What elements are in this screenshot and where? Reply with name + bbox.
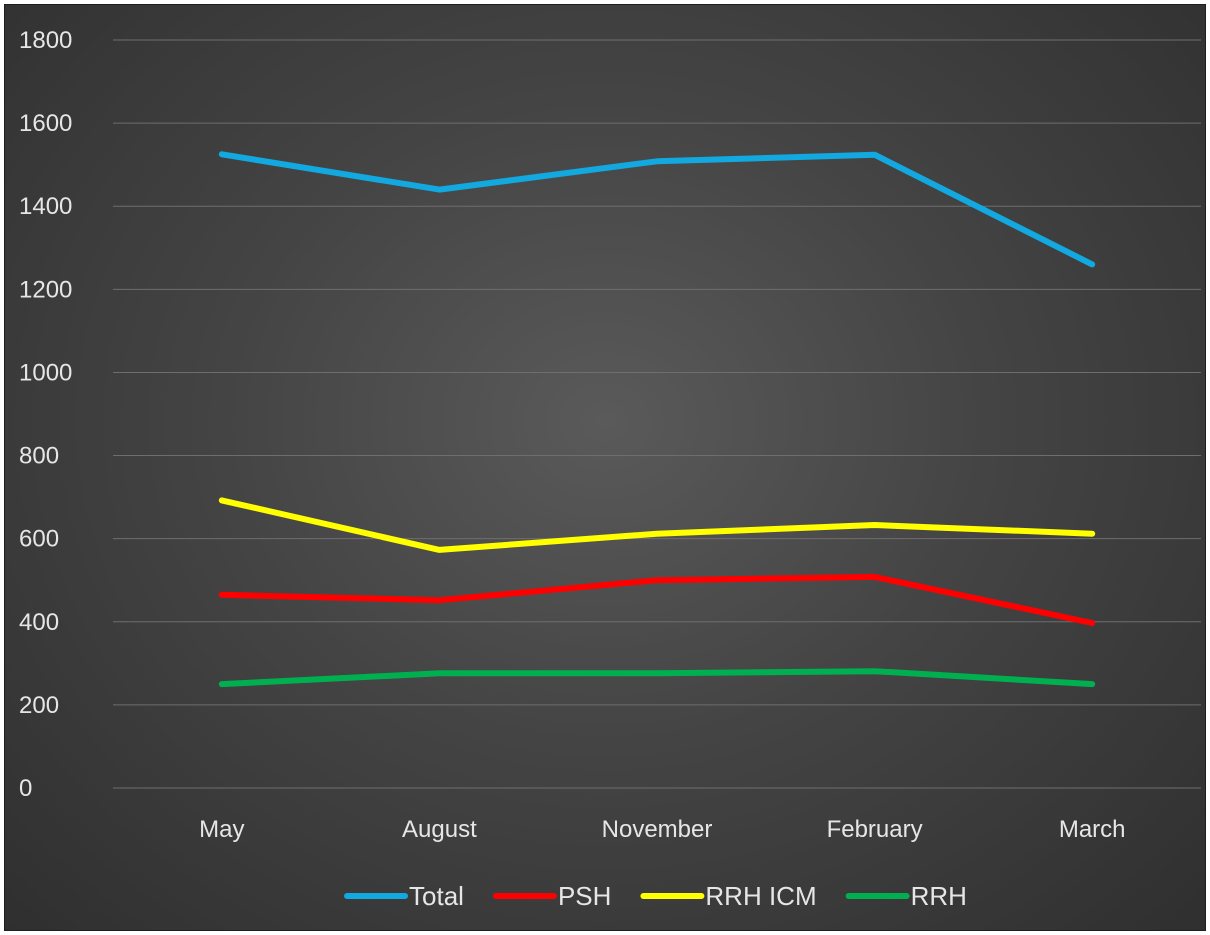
series-rrh — [218, 668, 1096, 688]
legend-item-rrh: RRH — [845, 881, 967, 911]
x-tick-label: May — [199, 816, 244, 843]
legend-item-total: Total — [344, 881, 464, 911]
x-tick-label: February — [827, 816, 923, 843]
y-axis-ticks: 0 200 400 600 800 1000 1200 1400 1600 1800 — [19, 27, 72, 802]
series-line — [218, 497, 1096, 553]
y-tick-label: 1600 — [19, 110, 72, 137]
y-tick-label: 0 — [19, 775, 32, 802]
y-tick-label: 1000 — [19, 359, 72, 386]
y-tick-label: 600 — [19, 526, 59, 553]
legend-label: PSH — [558, 881, 611, 911]
legend-label: Total — [409, 881, 464, 911]
chart-area: 0 200 400 600 800 1000 1200 1400 1600 1800 May Aug… — [4, 4, 1206, 931]
x-tick-label: November — [602, 816, 713, 843]
y-tick-label: 800 — [19, 443, 59, 470]
x-tick-label: March — [1059, 816, 1126, 843]
series-line — [218, 151, 1096, 268]
series-lines — [218, 151, 1096, 688]
legend-label: RRH ICM — [705, 881, 816, 911]
legend-item-psh: PSH — [492, 881, 611, 911]
legend-label: RRH — [911, 881, 967, 911]
y-tick-label: 1200 — [19, 276, 72, 303]
legend: Total PSH RRH ICM RRH — [344, 881, 967, 911]
y-tick-label: 200 — [19, 692, 59, 719]
series-psh — [218, 573, 1096, 626]
series-line — [218, 573, 1096, 626]
x-tick-label: August — [402, 816, 477, 843]
series-total — [218, 151, 1096, 268]
gridlines — [113, 39, 1201, 789]
x-axis-ticks: May August November February March — [199, 816, 1125, 843]
series-rrh-icm — [218, 497, 1096, 553]
line-chart: 0 200 400 600 800 1000 1200 1400 1600 1800 May Aug… — [19, 27, 1201, 911]
legend-item-rrh-icm: RRH ICM — [640, 881, 817, 911]
y-tick-label: 1800 — [19, 27, 72, 54]
y-tick-label: 1400 — [19, 193, 72, 220]
series-line — [218, 668, 1096, 688]
y-tick-label: 400 — [19, 609, 59, 636]
